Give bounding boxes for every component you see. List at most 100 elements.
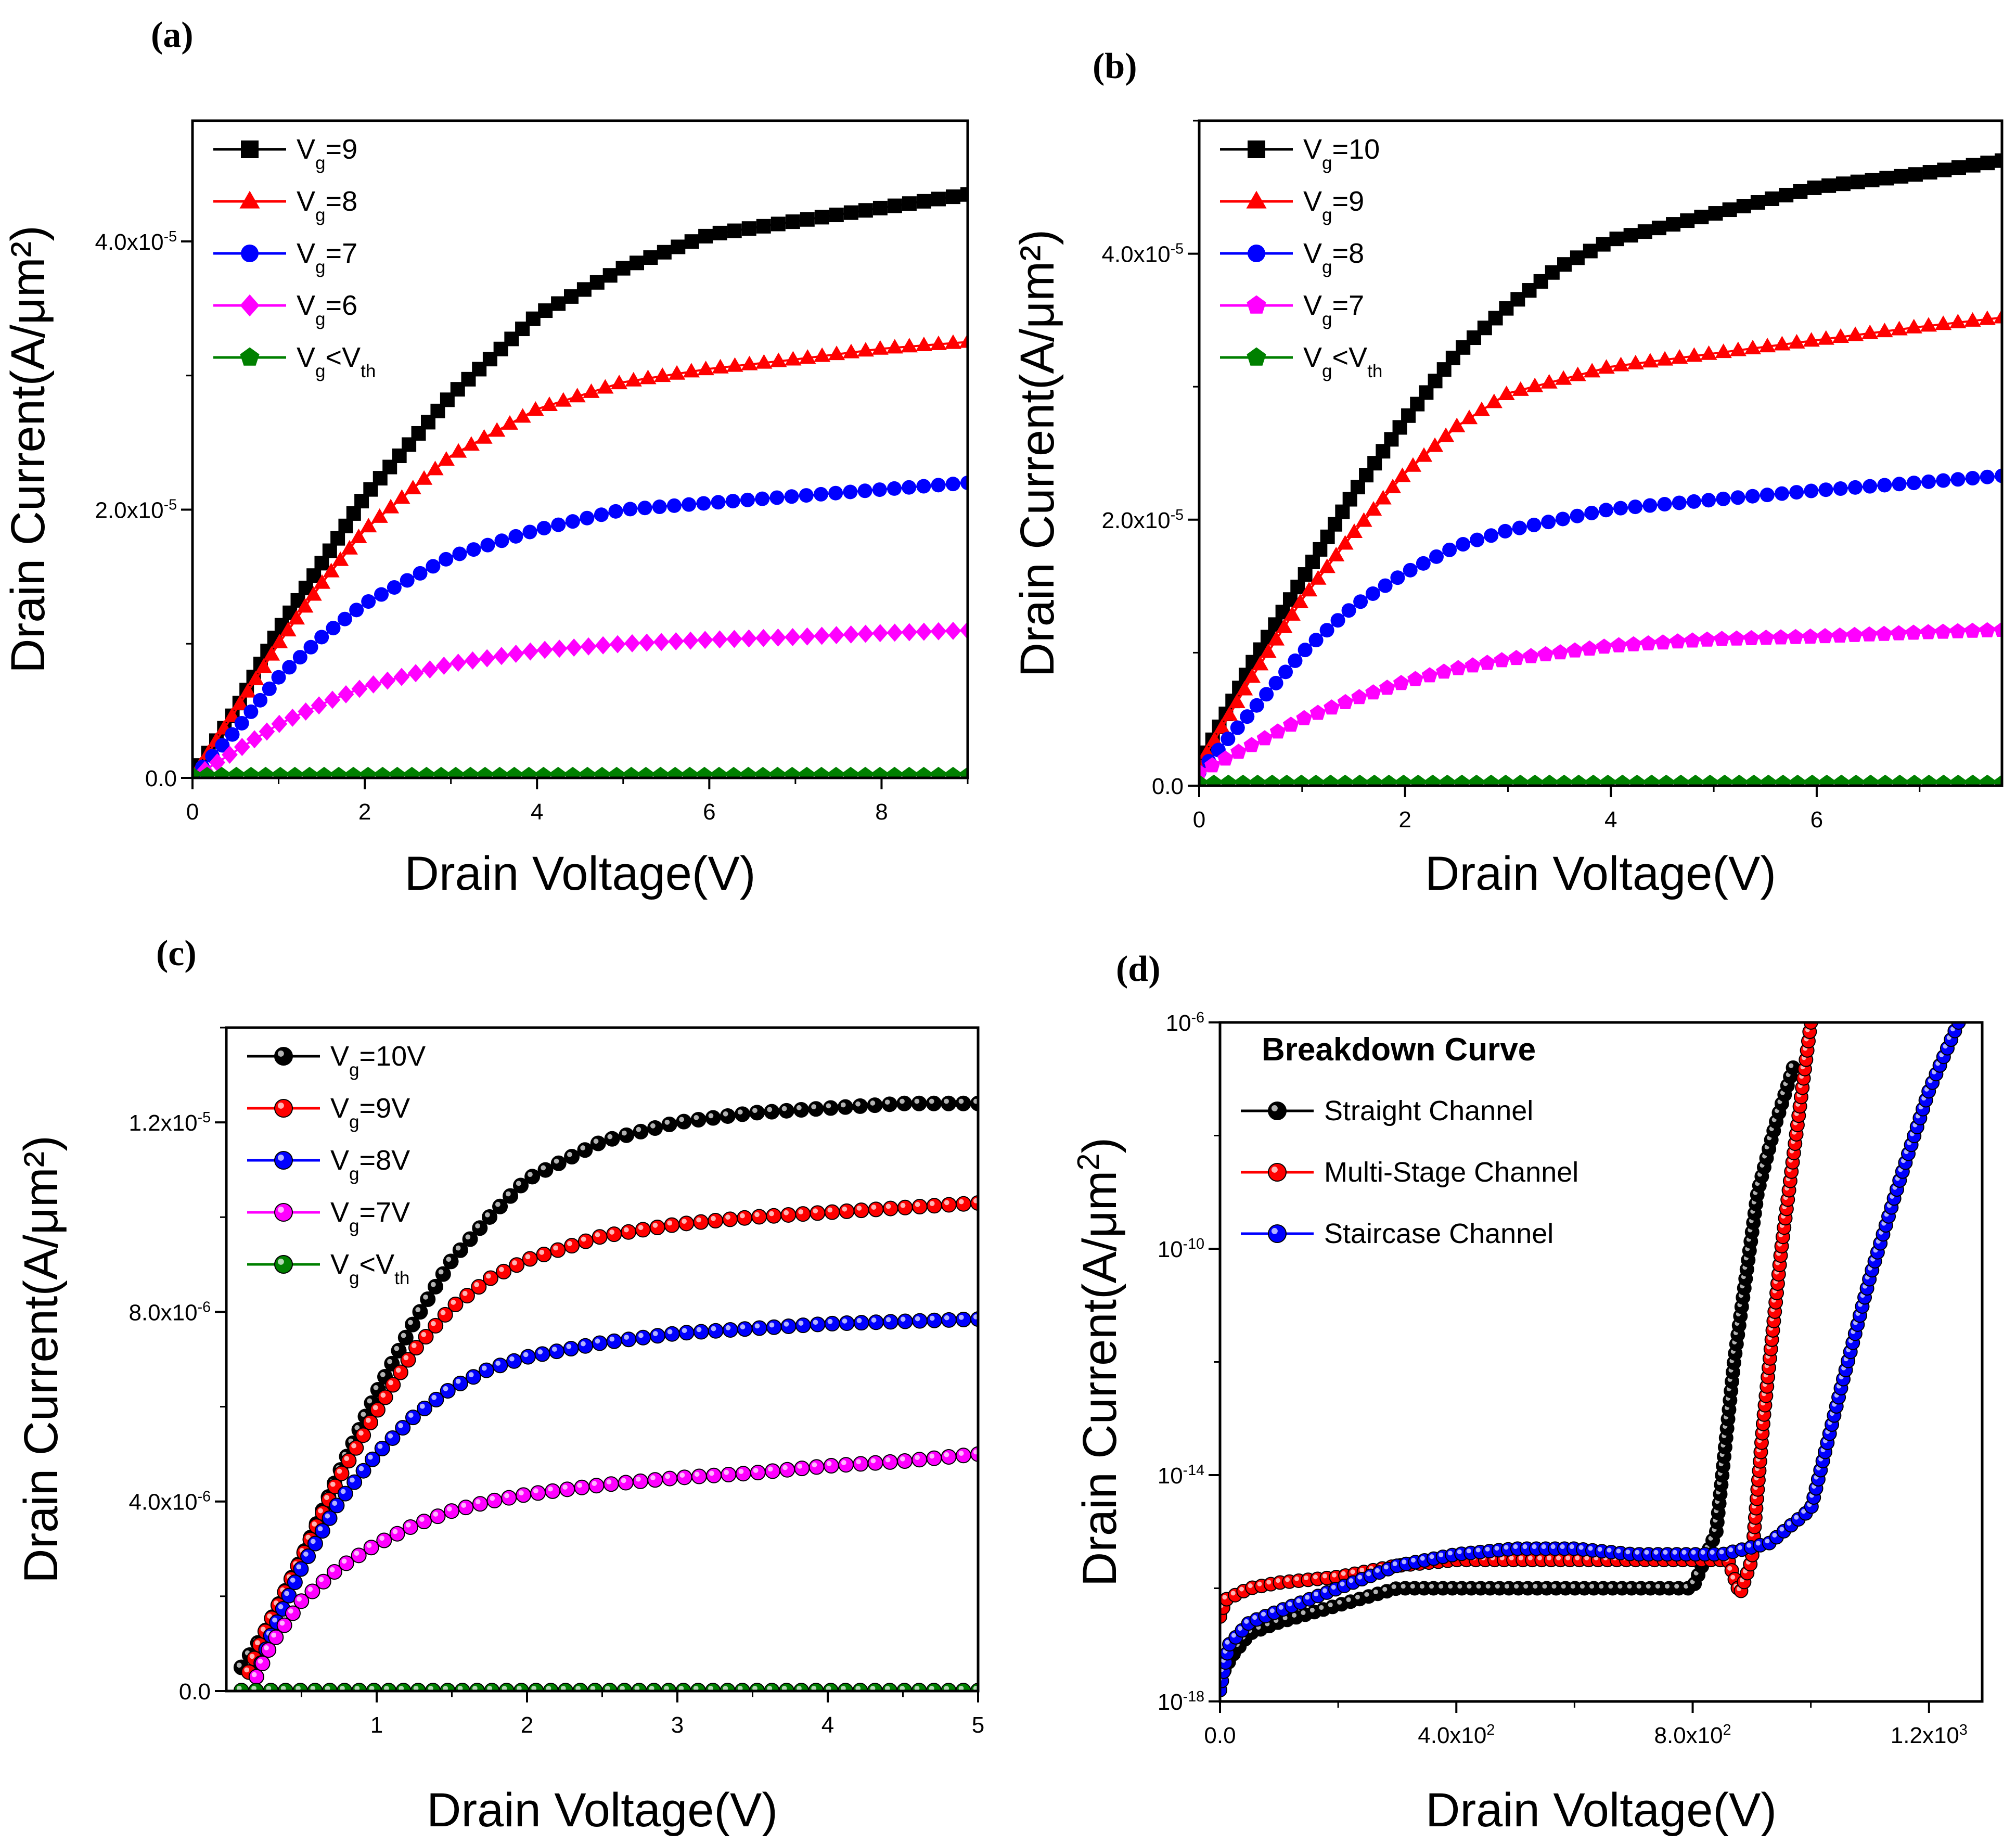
data-point	[708, 1323, 724, 1339]
data-point	[653, 633, 670, 651]
marker-highlight	[884, 1685, 890, 1691]
data-point	[751, 1320, 767, 1336]
data-point	[271, 634, 288, 649]
marker-highlight	[440, 1310, 446, 1315]
marker-highlight	[1779, 1527, 1784, 1532]
marker-highlight	[1392, 1561, 1397, 1566]
data-point	[1221, 706, 1238, 721]
legend: Breakdown Curve Straight Channel Multi-Sta…	[1241, 1032, 1578, 1249]
data-point	[1584, 505, 1599, 520]
data-point	[263, 646, 280, 661]
marker-highlight	[533, 1488, 538, 1494]
data-point	[341, 540, 358, 555]
marker-highlight	[443, 1386, 448, 1391]
data-point	[1935, 774, 1952, 786]
marker-highlight	[475, 1499, 481, 1504]
legend-marker	[241, 140, 259, 158]
marker-highlight	[266, 1685, 272, 1691]
data-point	[516, 1487, 532, 1503]
marker-highlight	[1225, 1640, 1230, 1645]
marker-highlight	[1755, 1541, 1761, 1546]
marker-highlight	[296, 1685, 301, 1691]
legend-item: Vg<Vth	[213, 342, 376, 381]
x-axis-title: Drain Voltage(V)	[427, 1784, 778, 1837]
data-point	[824, 1315, 840, 1331]
data-point	[1542, 774, 1558, 786]
legend-marker	[274, 1047, 293, 1066]
data-point	[1407, 671, 1423, 686]
data-point	[522, 642, 538, 661]
marker-highlight	[387, 1359, 392, 1364]
marker-highlight	[797, 1685, 802, 1691]
marker-highlight	[1337, 1599, 1342, 1605]
data-point	[1328, 546, 1345, 561]
marker-highlight	[737, 1685, 743, 1691]
data-point	[837, 1099, 853, 1115]
data-point	[868, 1201, 884, 1218]
marker-highlight	[1728, 1547, 1733, 1553]
data-point	[911, 1452, 928, 1468]
data-point	[901, 338, 918, 353]
data-point	[1891, 625, 1907, 641]
marker-highlight	[693, 1685, 699, 1691]
data-point	[755, 354, 773, 369]
data-point	[1745, 489, 1760, 504]
y-tick-label: 0.0	[145, 766, 177, 791]
marker-highlight	[665, 1474, 671, 1479]
marker-highlight	[1313, 1574, 1318, 1580]
marker-highlight	[605, 1685, 610, 1691]
marker-highlight	[621, 1478, 626, 1483]
data-point	[1570, 250, 1585, 265]
data-point	[1847, 480, 1863, 495]
data-point	[1894, 169, 1909, 184]
marker-highlight	[592, 1481, 597, 1486]
marker-highlight	[1475, 1547, 1481, 1553]
data-point	[726, 630, 742, 648]
data-point	[1995, 468, 2002, 483]
legend-marker	[1247, 295, 1266, 314]
data-point	[705, 1110, 721, 1126]
data-point	[479, 649, 495, 668]
data-point	[751, 1209, 767, 1225]
marker-highlight	[1523, 1584, 1529, 1589]
data-point	[541, 396, 558, 411]
marker-highlight	[324, 1495, 329, 1500]
data-point	[465, 651, 481, 670]
data-point	[901, 623, 918, 642]
data-point	[609, 635, 626, 654]
data-point	[1684, 632, 1701, 648]
marker-highlight	[474, 1282, 480, 1287]
data-point	[574, 1479, 590, 1495]
marker-highlight	[798, 1209, 804, 1214]
data-point	[1290, 580, 1305, 595]
marker-highlight	[1617, 1584, 1623, 1589]
marker-highlight	[277, 1258, 284, 1265]
data-point	[1552, 644, 1569, 660]
marker-highlight	[797, 1464, 803, 1469]
marker-highlight	[475, 1223, 481, 1228]
legend-marker	[1247, 347, 1266, 366]
data-point	[1789, 485, 1804, 500]
marker-highlight	[929, 1315, 935, 1321]
data-point	[287, 766, 303, 778]
marker-highlight	[1599, 1584, 1604, 1589]
data-point	[810, 1316, 826, 1333]
data-point	[501, 415, 519, 430]
data-point	[583, 383, 600, 398]
data-point	[696, 496, 711, 511]
marker-highlight	[708, 1685, 713, 1691]
marker-highlight	[1457, 1584, 1462, 1589]
data-point	[355, 1427, 371, 1443]
data-point	[941, 1312, 957, 1328]
legend-item: Vg=9	[213, 134, 357, 173]
data-point	[887, 481, 902, 496]
marker-highlight	[769, 1211, 774, 1216]
data-point	[727, 223, 742, 238]
series-markers	[248, 1446, 978, 1685]
data-point	[1979, 310, 1996, 325]
data-point	[447, 766, 464, 778]
legend-marker	[240, 294, 260, 317]
marker-highlight	[1485, 1546, 1490, 1552]
data-point	[1442, 542, 1457, 557]
data-point	[566, 638, 582, 657]
